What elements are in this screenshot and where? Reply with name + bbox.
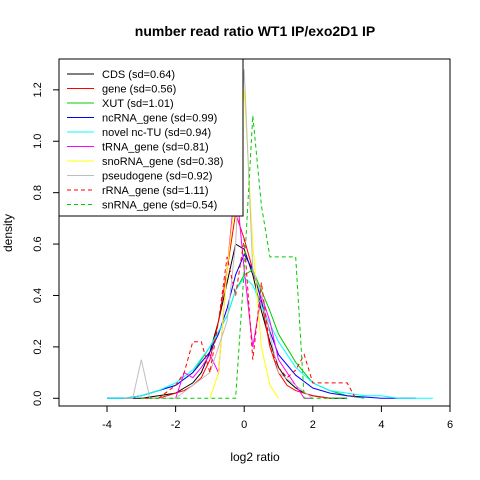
- legend-label-9: snRNA_gene (sd=0.54): [102, 200, 217, 212]
- legend-label-2: XUT (sd=1.01): [102, 98, 174, 110]
- series-line-8: [158, 238, 357, 399]
- y-tick-label-0: 0.0: [32, 391, 44, 406]
- axes-layer: -4 -2 0 2 4 6 0.0 0.2 0.4 0.6 0.8 1.0 1.2: [32, 58, 453, 431]
- y-tick-label-5: 1.0: [32, 134, 44, 149]
- legend-label-3: ncRNA_gene (sd=0.99): [102, 113, 217, 125]
- y-axis-label: density: [1, 214, 15, 252]
- legend-label-8: rRNA_gene (sd=1.11): [102, 185, 209, 197]
- legend-label-0: CDS (sd=0.64): [102, 69, 175, 81]
- legend-label-1: gene (sd=0.56): [102, 84, 176, 96]
- y-tick-label-4: 0.8: [32, 185, 44, 200]
- series-line-5: [175, 179, 313, 399]
- x-tick-label-0: -4: [102, 419, 112, 431]
- series-line-3: [107, 253, 416, 399]
- y-tick-label-6: 1.2: [32, 82, 44, 97]
- x-tick-label-3: 2: [310, 419, 316, 431]
- y-tick-label-3: 0.6: [32, 236, 44, 251]
- series-line-0: [124, 243, 348, 399]
- x-tick-label-1: -2: [171, 419, 181, 431]
- y-tick-label-1: 0.2: [32, 339, 44, 354]
- x-tick-label-4: 4: [378, 419, 384, 431]
- legend-label-5: tRNA_gene (sd=0.81): [102, 142, 209, 154]
- legend-label-4: novel nc-TU (sd=0.94): [102, 127, 211, 139]
- series-line-4: [107, 276, 433, 399]
- x-axis-label: log2 ratio: [230, 450, 280, 464]
- legend-label-7: pseudogene (sd=0.92): [102, 171, 212, 183]
- chart-title: number read ratio WT1 IP/exo2D1 IP: [135, 23, 375, 39]
- legend: CDS (sd=0.64) gene (sd=0.56) XUT (sd=1.01)…: [58, 58, 244, 217]
- series-line-9: [141, 115, 348, 399]
- series-layer: [107, 69, 433, 399]
- legend-label-6: snoRNA_gene (sd=0.38): [102, 156, 223, 168]
- x-tick-label-2: 0: [241, 419, 247, 431]
- x-tick-label-5: 6: [447, 419, 453, 431]
- y-tick-label-2: 0.4: [32, 288, 44, 303]
- series-line-7: [124, 69, 314, 399]
